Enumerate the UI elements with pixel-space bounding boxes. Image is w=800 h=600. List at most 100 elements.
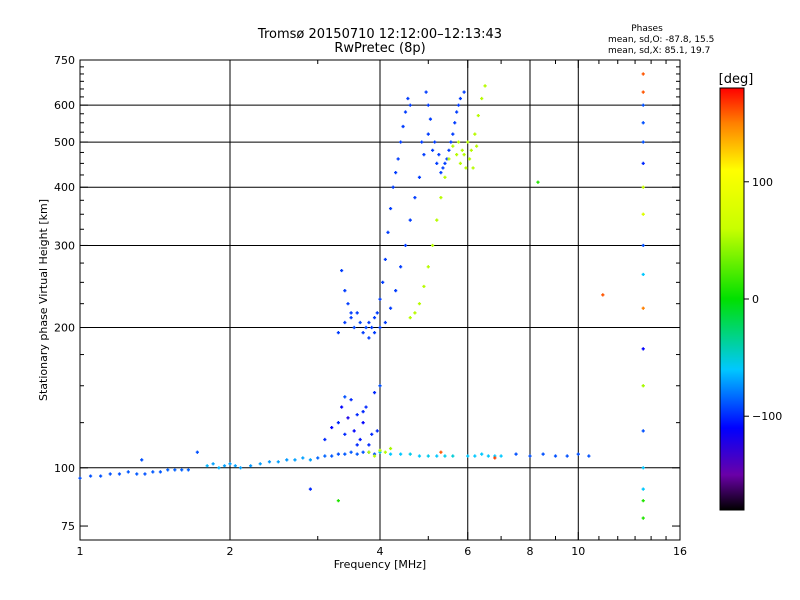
data-point (367, 443, 371, 447)
data-point (358, 320, 362, 325)
x-tick-label: 10 (571, 545, 585, 558)
chart-title-line2: RwPretec (8p) (334, 41, 425, 56)
data-point (565, 454, 569, 458)
data-point (406, 96, 410, 101)
data-point (456, 103, 461, 107)
data-point (336, 421, 340, 425)
data-point (276, 460, 280, 464)
data-point (358, 437, 362, 442)
x-tick-label: 4 (377, 545, 384, 558)
data-point (336, 452, 340, 456)
data-point (330, 454, 334, 458)
data-point (428, 117, 433, 121)
data-point (447, 157, 451, 161)
data-point (267, 460, 272, 464)
data-point (473, 454, 477, 458)
y-axis-label: Stationary phase Virtual Height [km] (37, 199, 50, 401)
data-point (367, 450, 371, 454)
data-point (135, 472, 139, 476)
data-point (443, 175, 447, 179)
data-point (78, 476, 82, 480)
data-point (408, 316, 412, 320)
x-tick-label: 8 (527, 545, 534, 558)
data-point (426, 454, 430, 458)
data-point (308, 458, 313, 462)
data-point (195, 450, 199, 454)
data-point (455, 152, 459, 157)
data-point (383, 257, 387, 262)
data-point (641, 212, 645, 216)
data-point (447, 148, 451, 152)
chart-title-line1: Tromsø 20150710 12:12:00–12:13:43 (257, 27, 502, 42)
data-point (349, 316, 353, 320)
y-tick-label: 400 (54, 181, 75, 194)
data-point (399, 265, 403, 269)
y-tick-label: 500 (54, 136, 75, 149)
data-point (399, 452, 403, 456)
data-point (233, 464, 237, 468)
data-point (417, 175, 422, 179)
data-point (355, 413, 359, 417)
data-point (641, 72, 645, 76)
data-point (99, 474, 103, 478)
data-point (541, 452, 545, 456)
phases-o-stats: mean, sd,O: -87.8, 15.5 (608, 35, 714, 45)
data-point (336, 331, 340, 335)
data-point (361, 450, 365, 454)
data-point (641, 121, 645, 125)
x-tick-label: 6 (464, 545, 471, 558)
data-point (587, 454, 591, 458)
data-point (388, 452, 393, 456)
data-point (364, 405, 368, 409)
data-point (641, 90, 645, 94)
x-tick-label: 2 (227, 545, 234, 558)
data-point (553, 454, 558, 458)
data-point (346, 302, 350, 306)
data-point (451, 144, 455, 148)
data-point (143, 472, 147, 476)
data-point (424, 90, 428, 94)
data-point (217, 466, 221, 470)
data-point (323, 454, 327, 458)
data-point (408, 218, 412, 222)
data-point (420, 140, 424, 144)
data-point (367, 320, 371, 325)
data-point (473, 132, 477, 136)
data-point (343, 320, 347, 325)
data-point (361, 331, 365, 335)
data-point (469, 148, 473, 152)
data-point (228, 462, 232, 466)
data-point (349, 398, 353, 402)
data-point (336, 499, 340, 503)
data-point (352, 325, 356, 330)
data-point (340, 405, 344, 409)
data-point (126, 470, 130, 474)
data-point (238, 466, 243, 470)
data-point (343, 289, 347, 293)
colorbar-tick-label: 0 (752, 293, 759, 306)
data-point (641, 185, 645, 189)
data-point (467, 157, 472, 161)
data-point (426, 103, 430, 107)
data-point (528, 454, 532, 458)
data-point (641, 499, 645, 503)
data-point (426, 132, 430, 136)
data-point (367, 336, 371, 340)
data-point (349, 450, 353, 454)
data-point (403, 243, 408, 248)
phases-title: Phases (631, 24, 663, 34)
y-tick-label: 200 (54, 322, 75, 335)
data-point (641, 347, 645, 351)
data-point (641, 140, 645, 144)
data-point (499, 454, 503, 458)
data-point (413, 196, 417, 200)
data-point (158, 470, 163, 474)
x-tick-label: 16 (673, 545, 687, 558)
data-point (466, 140, 470, 144)
data-point (166, 468, 170, 472)
data-point (349, 311, 353, 315)
data-point (388, 306, 393, 310)
plot-area: 1 2 4 6 8 10 16 75 100 200 300 400 500 600 750 (54, 54, 687, 558)
data-point (443, 454, 447, 458)
